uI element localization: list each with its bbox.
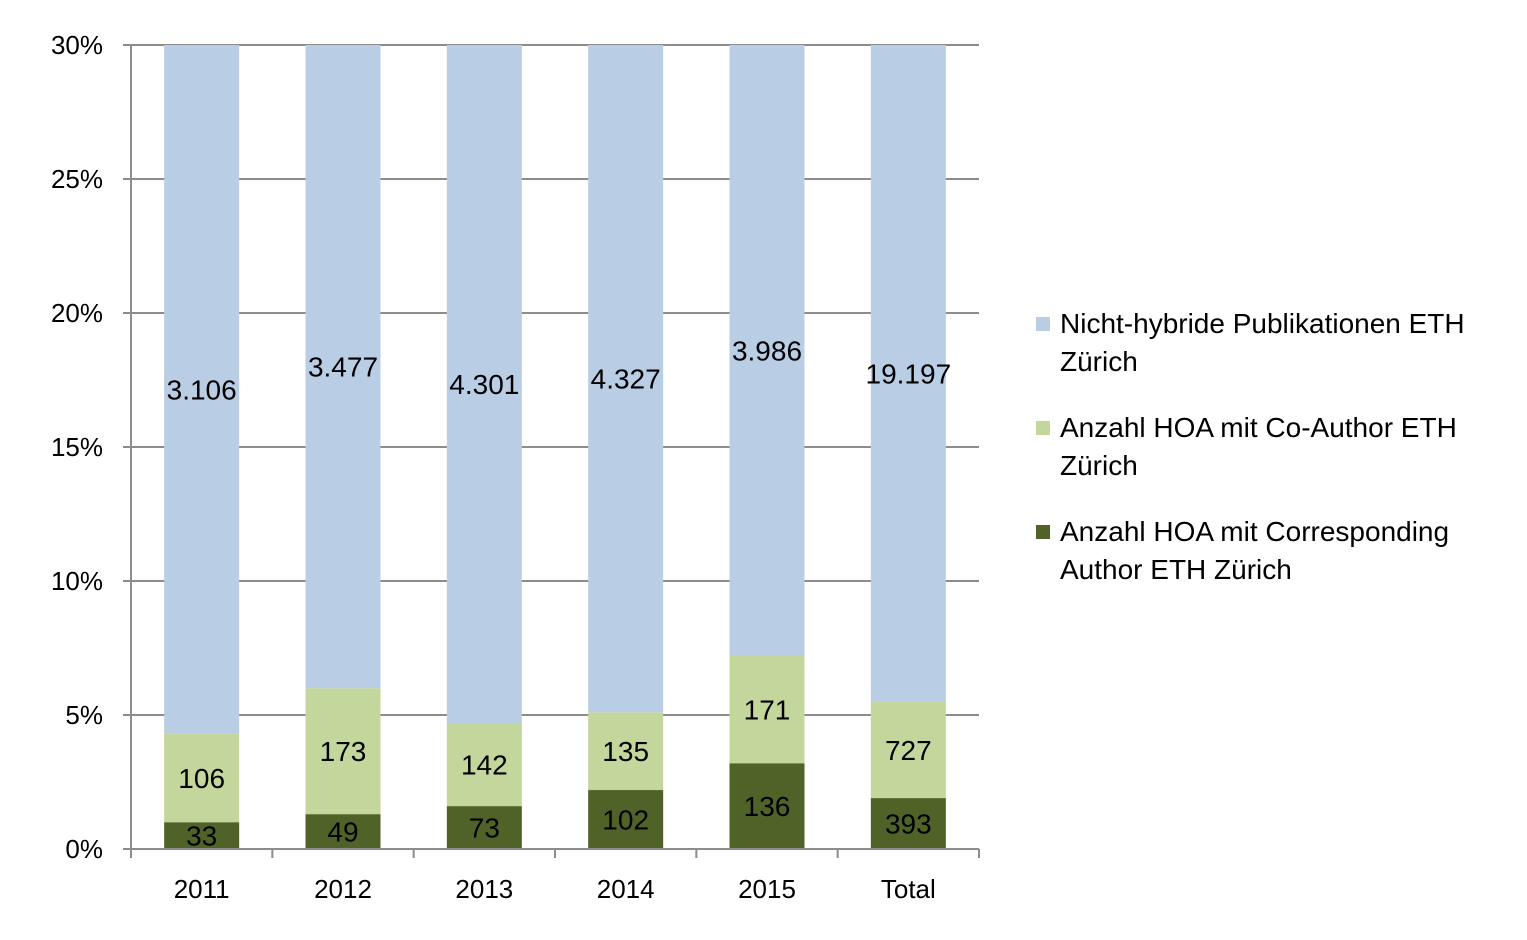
data-label: 135 [602, 736, 649, 767]
bar-segment [729, 656, 805, 764]
data-label: 3.986 [732, 336, 802, 367]
data-labels: 33 106 3.106 49 173 3.477 73 142 4.301 102 135 4.32… [167, 336, 952, 852]
bar-segment [164, 822, 240, 849]
data-label: 73 [469, 813, 500, 844]
data-label: 19.197 [866, 358, 952, 389]
legend-label-corresponding-author: Anzahl HOA mit Corresponding Author ETH … [1060, 516, 1450, 585]
data-label: 33 [186, 821, 217, 852]
data-label: 4.327 [591, 364, 661, 395]
bar-segment [446, 45, 522, 724]
data-label: 102 [602, 805, 649, 836]
x-tick-label: 2014 [597, 874, 655, 904]
legend-swatch-nicht-hybride [1036, 317, 1050, 331]
legend-label-co-author: Anzahl HOA mit Co-Author ETH Zürich [1060, 412, 1457, 481]
data-label: 393 [885, 809, 932, 840]
bar-segment [305, 814, 381, 849]
bar-segment [305, 45, 381, 689]
x-tick-label: 2011 [174, 874, 230, 904]
x-tick-label: Total [881, 874, 936, 904]
data-label: 49 [327, 817, 358, 848]
y-tick-label: 30% [51, 30, 103, 60]
legend-item-co-author: Anzahl HOA mit Co-Author ETH Zürich [1036, 409, 1506, 485]
data-label: 173 [320, 736, 367, 767]
data-label: 136 [744, 791, 791, 822]
bar-segment [588, 712, 664, 791]
legend-swatch-co-author [1036, 421, 1050, 435]
legend-item-corresponding-author: Anzahl HOA mit Corresponding Author ETH … [1036, 513, 1506, 589]
bar-segment [446, 806, 522, 849]
x-tick-label: 2012 [314, 874, 372, 904]
data-label: 4.301 [449, 369, 519, 400]
bar-segment [870, 45, 946, 702]
legend-item-nicht-hybride: Nicht-hybride Publikationen ETH Zürich [1036, 305, 1506, 381]
y-tick-label: 0% [65, 834, 103, 864]
bar-segment [588, 45, 664, 713]
bar-segment [729, 45, 805, 657]
data-label: 171 [744, 695, 791, 726]
gridlines [131, 44, 979, 716]
x-tick-label: 2013 [455, 874, 513, 904]
axes: 0% 5% 10% 15% 20% 25% 30% 2011 2012 2013 2014 2015 T… [51, 30, 980, 904]
y-tick-label: 15% [51, 432, 103, 462]
bar-segment [164, 733, 240, 823]
y-tick-label: 5% [65, 700, 103, 730]
y-tick-label: 20% [51, 298, 103, 328]
bar-segment [870, 701, 946, 799]
data-label: 727 [885, 735, 932, 766]
bar-segment [729, 763, 805, 849]
y-tick-label: 25% [51, 164, 103, 194]
data-label: 106 [178, 763, 225, 794]
bar-segment [305, 688, 381, 815]
bars [164, 45, 946, 849]
bar-segment [164, 45, 240, 734]
legend-swatch-corresponding-author [1036, 525, 1050, 539]
data-label: 3.106 [167, 374, 237, 405]
x-tick-label: 2015 [738, 874, 796, 904]
data-label: 3.477 [308, 352, 378, 383]
legend: Nicht-hybride Publikationen ETH Zürich A… [1036, 305, 1506, 617]
data-label: 142 [461, 750, 508, 781]
y-tick-label: 10% [51, 566, 103, 596]
bar-segment [870, 798, 946, 849]
bar-segment [588, 790, 664, 849]
legend-label-nicht-hybride: Nicht-hybride Publikationen ETH Zürich [1060, 308, 1465, 377]
bar-segment [446, 723, 522, 807]
